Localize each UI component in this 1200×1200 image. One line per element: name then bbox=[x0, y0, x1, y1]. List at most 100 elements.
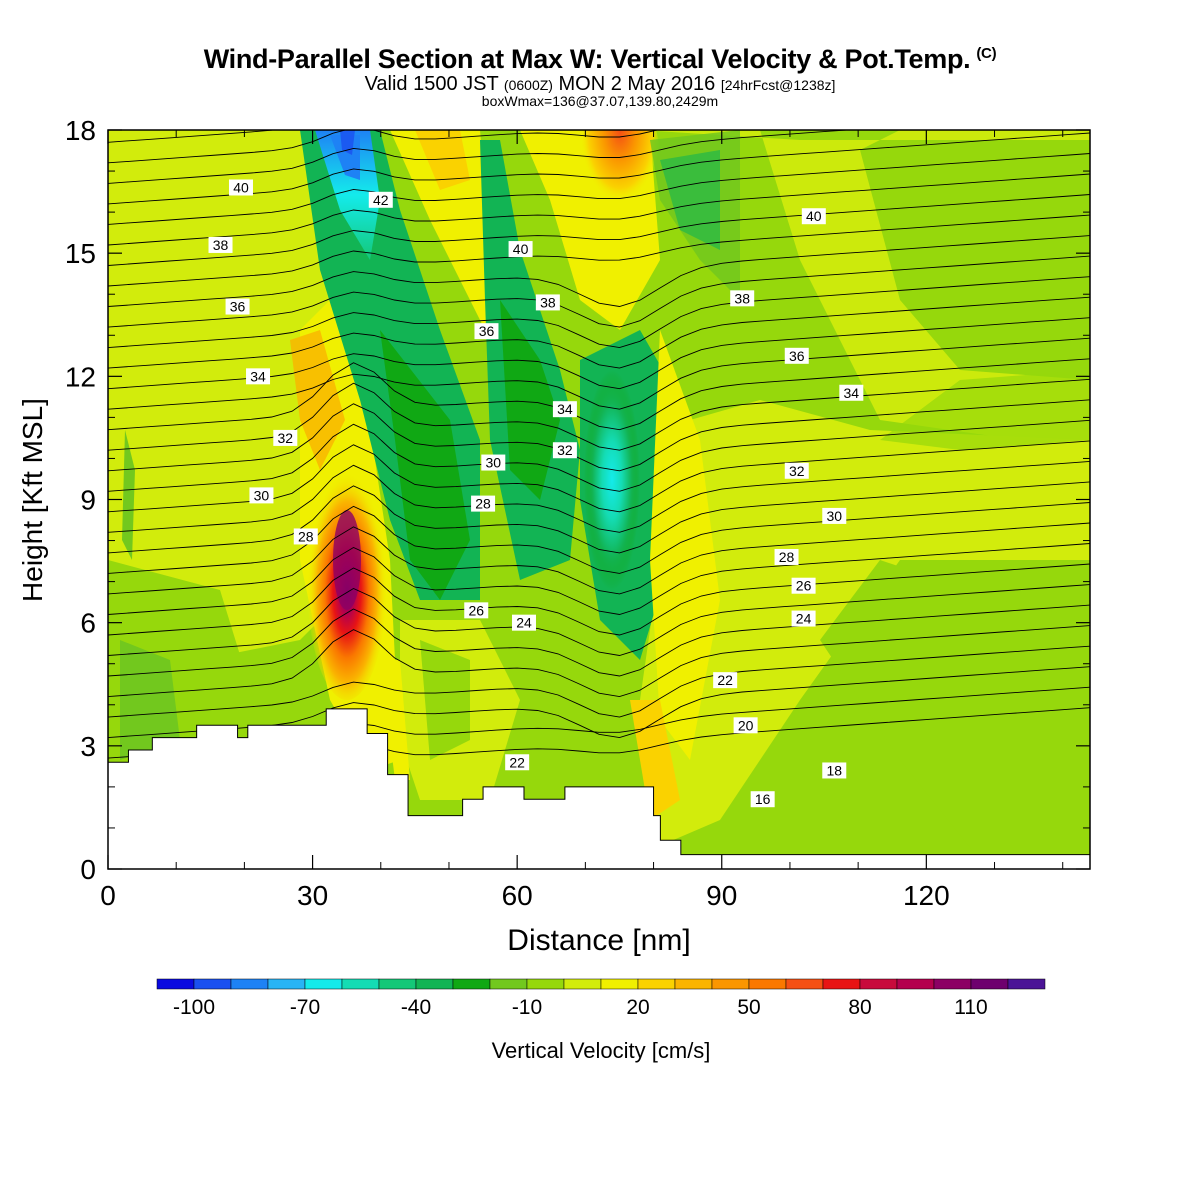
theta-label: 24 bbox=[796, 611, 812, 627]
colorbar-swatch bbox=[674, 978, 713, 990]
theta-label-box bbox=[471, 495, 496, 512]
colorbar-tick-label: 80 bbox=[848, 996, 871, 1019]
y-tick-label: 9 bbox=[80, 485, 96, 516]
colorbar-label: Vertical Velocity [cm/s] bbox=[492, 1038, 711, 1063]
x-tick-label: 90 bbox=[706, 880, 737, 911]
theta-isoline bbox=[108, 419, 1090, 492]
colorbar-swatch bbox=[970, 978, 1009, 990]
colorbar-swatch bbox=[748, 978, 787, 990]
theta-label: 26 bbox=[468, 602, 484, 618]
colorbar-tick-label: 20 bbox=[626, 996, 649, 1019]
theta-isoline bbox=[108, 502, 1090, 574]
x-axis-label: Distance [nm] bbox=[507, 924, 690, 957]
theta-label: 38 bbox=[734, 290, 750, 306]
colorbar-swatch bbox=[230, 978, 269, 990]
theta-label-box bbox=[208, 236, 233, 253]
theta-label-box bbox=[225, 298, 250, 315]
theta-label-box bbox=[839, 384, 864, 401]
theta-label-box bbox=[552, 442, 577, 459]
theta-label-box bbox=[784, 347, 809, 364]
y-tick-label: 3 bbox=[80, 731, 96, 762]
colorbar-swatch bbox=[933, 978, 972, 990]
theta-label: 32 bbox=[557, 442, 573, 458]
colorbar-tick-label: -100 bbox=[173, 996, 215, 1019]
theta-label-box bbox=[474, 323, 499, 340]
colorbar-swatch bbox=[452, 978, 491, 990]
y-axis: 0 36 9 12 15 18 bbox=[65, 115, 1090, 885]
theta-label-box bbox=[552, 401, 577, 418]
theta-isoline bbox=[108, 625, 1090, 698]
colorbar-swatch bbox=[341, 978, 380, 990]
theta-label: 38 bbox=[213, 237, 229, 253]
theta-isoline bbox=[108, 153, 1090, 225]
theta-isoline bbox=[108, 214, 1090, 287]
theta-isoline bbox=[108, 235, 1090, 307]
y-tick-label: 15 bbox=[65, 238, 96, 269]
theta-label-box bbox=[249, 487, 274, 504]
colorbar-swatch bbox=[600, 978, 639, 990]
colorbar-swatch bbox=[896, 978, 935, 990]
theta-isoline bbox=[108, 130, 277, 143]
colorbar-swatch bbox=[859, 978, 898, 990]
theta-label-box bbox=[791, 610, 816, 627]
theta-label: 28 bbox=[475, 496, 491, 512]
theta-label-box bbox=[801, 208, 826, 225]
colorbar-tick-label: 50 bbox=[737, 996, 760, 1019]
theta-label: 18 bbox=[826, 762, 842, 778]
theta-label: 20 bbox=[738, 717, 754, 733]
y-axis-label: Height [Kft MSL] bbox=[17, 398, 48, 602]
chart-box-info: boxWmax=136@37.07,139.80,2429m bbox=[481, 93, 719, 109]
theta-isoline bbox=[108, 276, 1090, 349]
colorbar-swatch bbox=[637, 978, 676, 990]
y-tick-label: 0 bbox=[80, 854, 96, 885]
colorbar bbox=[156, 978, 1046, 990]
theta-label: 26 bbox=[796, 578, 812, 594]
theta-isoline bbox=[108, 130, 854, 184]
theta-label: 32 bbox=[278, 430, 294, 446]
chart-title: Wind-Parallel Section at Max W: Vertical… bbox=[203, 44, 997, 74]
theta-label: 40 bbox=[233, 179, 249, 195]
theta-isoline bbox=[108, 645, 1090, 718]
colorbar-swatch bbox=[1007, 978, 1046, 990]
theta-label: 34 bbox=[844, 385, 860, 401]
colorbar-swatch bbox=[526, 978, 565, 990]
theta-isoline bbox=[108, 399, 1090, 472]
colorbar-swatch bbox=[304, 978, 343, 990]
x-tick-label: 120 bbox=[903, 880, 950, 911]
theta-label-box bbox=[368, 191, 393, 208]
theta-isoline bbox=[108, 194, 1090, 266]
theta-label: 42 bbox=[373, 192, 389, 208]
x-tick-label: 30 bbox=[297, 880, 328, 911]
colorbar-swatch bbox=[822, 978, 861, 990]
copyright-mark: (C) bbox=[976, 45, 997, 62]
theta-label-box bbox=[822, 507, 847, 524]
colorbar-swatch bbox=[415, 978, 454, 990]
colorbar-swatch bbox=[563, 978, 602, 990]
theta-isoline bbox=[108, 337, 1090, 410]
theta-label-box bbox=[791, 577, 816, 594]
theta-label: 36 bbox=[479, 323, 495, 339]
terrain-mask bbox=[108, 708, 1090, 869]
theta-label: 34 bbox=[557, 401, 573, 417]
theta-label-box bbox=[246, 368, 271, 385]
theta-label: 30 bbox=[254, 487, 270, 503]
theta-label: 28 bbox=[298, 528, 314, 544]
theta-label-box bbox=[505, 754, 530, 771]
theta-isoline bbox=[108, 563, 1090, 636]
theta-contour-labels: 4038363432302842403836343230282624224038… bbox=[208, 179, 864, 808]
theta-isoline bbox=[108, 378, 1090, 451]
theta-isoline bbox=[108, 296, 1090, 369]
theta-label: 36 bbox=[230, 299, 246, 315]
theta-label-box bbox=[733, 717, 758, 734]
theta-label: 38 bbox=[540, 294, 556, 310]
colorbar-tick-label: -10 bbox=[512, 996, 542, 1019]
y-tick-label: 12 bbox=[65, 361, 96, 392]
theta-label-box bbox=[535, 294, 560, 311]
colorbar-swatch bbox=[489, 978, 528, 990]
x-tick-label: 60 bbox=[502, 880, 533, 911]
theta-label: 40 bbox=[513, 241, 529, 257]
theta-label-box bbox=[730, 290, 755, 307]
theta-label-box bbox=[481, 454, 506, 471]
theta-label-box bbox=[273, 429, 298, 446]
x-tick-label: 0 bbox=[100, 880, 116, 911]
